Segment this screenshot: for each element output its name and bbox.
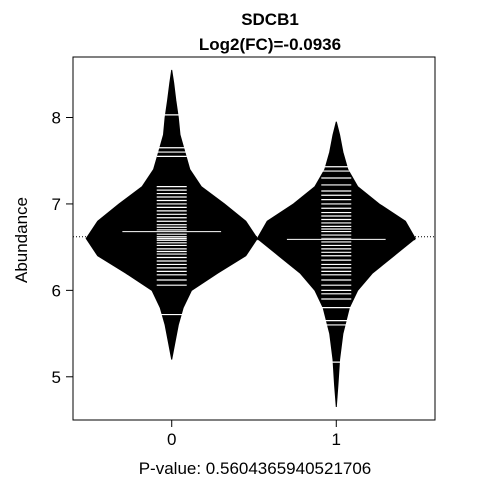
- chart-title: SDCB1: [241, 10, 299, 29]
- y-axis-label: Abundance: [12, 197, 31, 283]
- x-tick-label: 0: [167, 430, 176, 449]
- y-tick-label: 7: [52, 195, 61, 214]
- y-tick-label: 8: [52, 109, 61, 128]
- plot-frame: [72, 56, 436, 421]
- x-axis-label: P-value: 0.5604365940521706: [139, 459, 372, 478]
- x-tick-label: 1: [332, 430, 341, 449]
- y-tick-label: 6: [52, 281, 61, 300]
- plot-area: 0 1 5 6 7 8: [52, 56, 436, 449]
- y-tick-label: 5: [52, 368, 61, 387]
- chart-subtitle: Log2(FC)=-0.0936: [199, 35, 341, 54]
